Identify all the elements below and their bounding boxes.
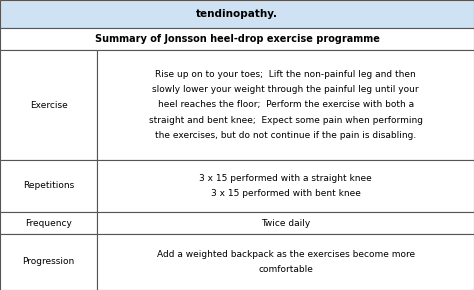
Text: Summary of Jonsson heel-drop exercise programme: Summary of Jonsson heel-drop exercise pr…: [94, 34, 380, 44]
Bar: [0, 50, 97, 160]
Bar: [0, 212, 97, 234]
Text: Progression: Progression: [22, 258, 75, 267]
Text: Rise up on to your toes;  Lift the non-painful leg and then
slowly lower your we: Rise up on to your toes; Lift the non-pa…: [148, 70, 423, 140]
Text: Repetitions: Repetitions: [23, 182, 74, 191]
Text: tendinopathy.: tendinopathy.: [196, 9, 278, 19]
Bar: [0, 160, 97, 212]
Text: Frequency: Frequency: [25, 218, 72, 227]
Bar: [97, 50, 474, 160]
Bar: [0, 0, 474, 28]
Bar: [0, 28, 474, 50]
Text: Add a weighted backpack as the exercises become more
comfortable: Add a weighted backpack as the exercises…: [156, 250, 415, 274]
Text: Exercise: Exercise: [30, 101, 67, 110]
Bar: [0, 234, 97, 290]
Bar: [97, 234, 474, 290]
Bar: [97, 160, 474, 212]
Bar: [97, 212, 474, 234]
Text: Twice daily: Twice daily: [261, 218, 310, 227]
Text: 3 x 15 performed with a straight knee
3 x 15 performed with bent knee: 3 x 15 performed with a straight knee 3 …: [199, 174, 372, 198]
